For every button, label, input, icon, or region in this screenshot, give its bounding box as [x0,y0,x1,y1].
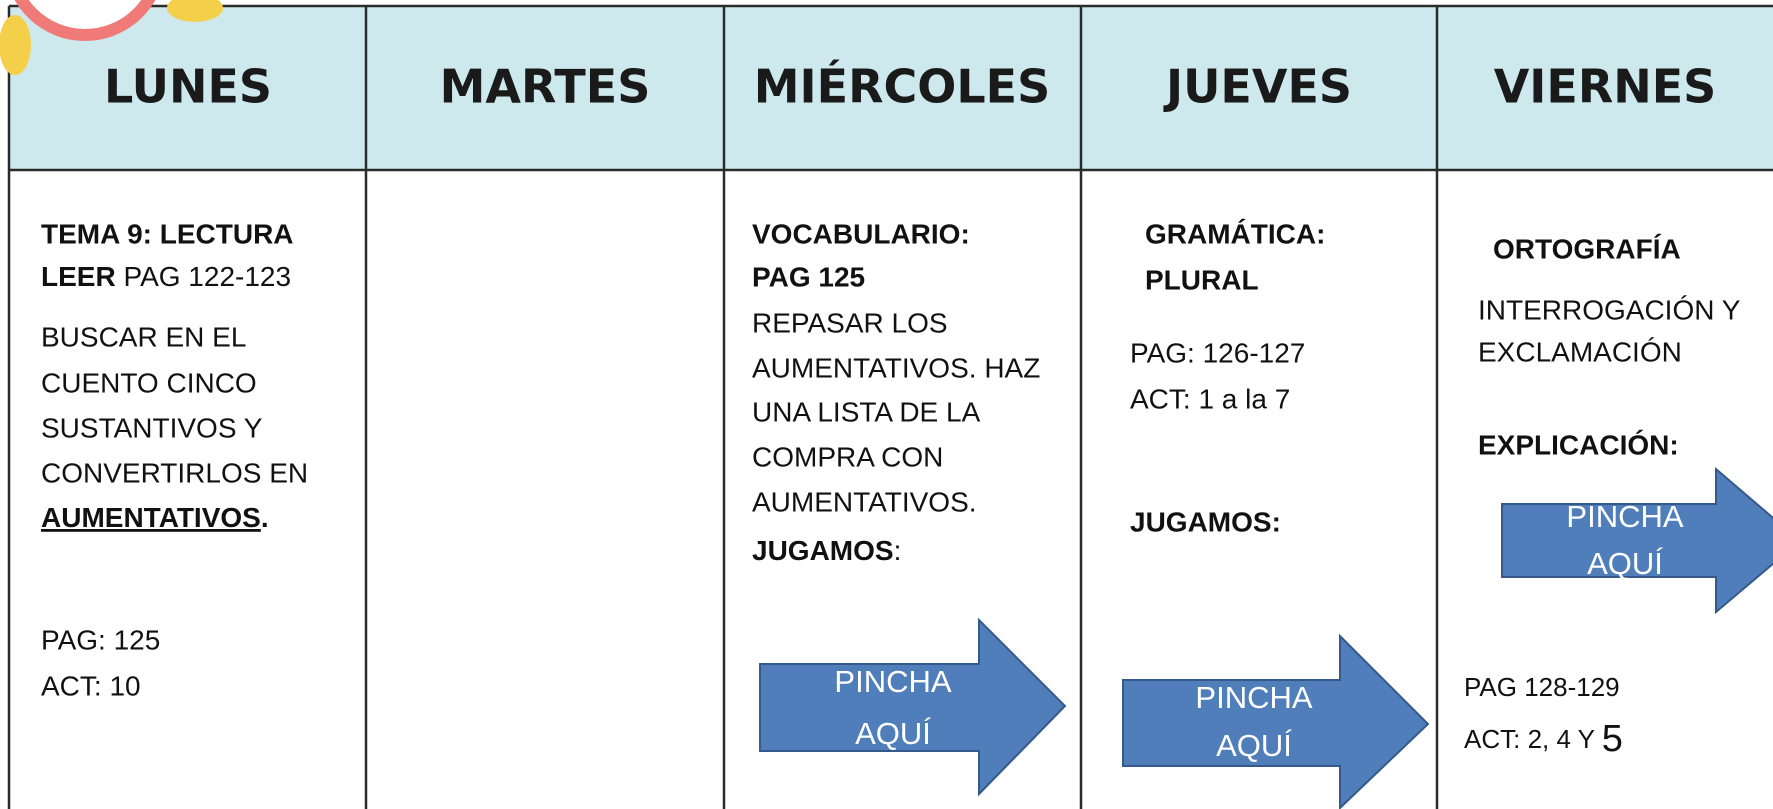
button-label[interactable]: AQUÍ [1587,546,1663,581]
cell-text: UNA LISTA DE LA [752,396,981,427]
cell-text: ACT: 10 [41,670,141,701]
arrow-shape[interactable] [759,617,1067,797]
cell-text: CUENTO CINCO [41,367,257,398]
punctuation: : [894,535,902,566]
day-header: VIERNES [1494,60,1717,114]
cell-text: INTERROGACIÓN Y [1478,294,1741,325]
large-number: 5 [1602,718,1623,760]
header-band [9,6,1773,170]
day-header: LUNES [104,60,272,114]
arrow-shape[interactable] [1122,633,1430,809]
cell-text: SUSTANTIVOS Y [41,412,263,443]
cell-text: EXPLICACIÓN: [1478,429,1679,460]
grid [7,4,1773,809]
arrow-shape[interactable] [1501,466,1773,615]
cell-title: VOCABULARIO: [752,218,970,249]
button-label[interactable]: PINCHA [1566,499,1683,534]
bold-text: JUGAMOS [752,535,894,566]
cell-text: EXCLAMACIÓN [1478,336,1682,367]
cell-text: REPASAR LOS [752,307,948,338]
cell-text: CONVERTIRLOS EN [41,457,308,488]
cell-text: PAG 128-129 [1464,672,1620,702]
cell-text: ACT: 2, 4 Y [1464,724,1595,754]
cell-text: BUSCAR EN EL [41,321,246,352]
arrow-button[interactable]: PINCHA AQUÍ [759,617,1067,797]
cell-title: PAG 125 [752,261,865,292]
cell-text: ACT: 2, 4 Y 5 [1464,718,1623,760]
cell-text: JUGAMOS: [1130,506,1281,537]
underlined-text: AUMENTATIVOS [41,502,261,533]
cell-text: ACT: 1 a la 7 [1130,383,1290,414]
cell-text: PAG: 125 [41,624,160,655]
cell-title: TEMA 9: LECTURA [41,218,294,249]
day-header: MIÉRCOLES [754,60,1050,114]
cell-title: GRAMÁTICA: [1145,218,1325,249]
button-label[interactable]: PINCHA [1195,680,1312,715]
cell-text: AUMENTATIVOS. [752,486,977,517]
button-label[interactable]: PINCHA [834,664,951,699]
cell-text: AUMENTATIVOS. [41,502,269,533]
bold-text: LEER [41,261,116,292]
arrow-button[interactable]: PINCHA AQUÍ [1501,466,1773,615]
cell-text: JUGAMOS: [752,535,901,566]
clock-icon [0,0,223,75]
punctuation: . [261,502,269,533]
cell-text: AUMENTATIVOS. HAZ [752,352,1040,383]
cell-title: PLURAL [1145,264,1259,295]
cell-text: PAG 122-123 [123,261,291,292]
day-header: MARTES [440,60,651,114]
cell-text: LEER PAG 122-123 [41,261,291,292]
cell-title: ORTOGRAFÍA [1493,233,1681,264]
button-label[interactable]: AQUÍ [855,716,931,751]
cell-text: PAG: 126-127 [1130,337,1305,368]
day-header: JUEVES [1163,60,1352,114]
button-label[interactable]: AQUÍ [1216,728,1292,763]
arrow-button[interactable]: PINCHA AQUÍ [1122,633,1430,809]
cell-text: COMPRA CON [752,441,943,472]
